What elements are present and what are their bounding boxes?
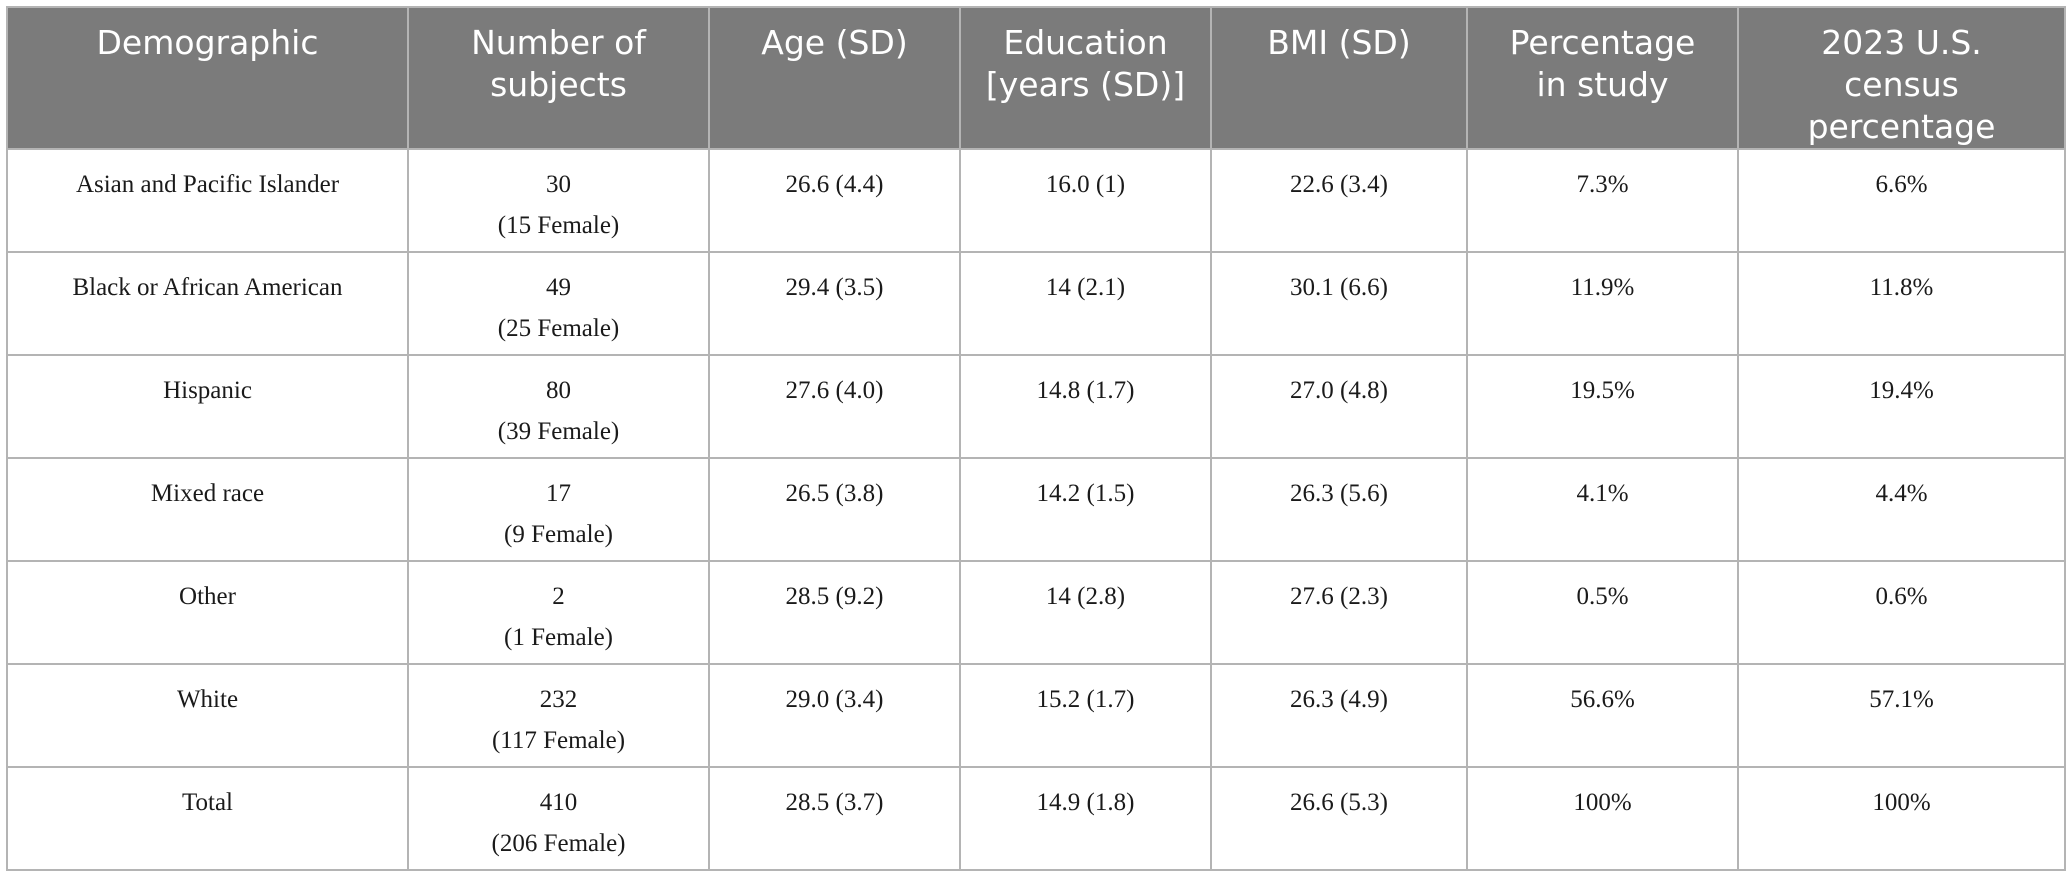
education-cell: 16.0 (1) bbox=[959, 148, 1212, 253]
bmi-cell: 26.6 (5.3) bbox=[1210, 766, 1468, 871]
demographic-cell: Mixed race bbox=[6, 457, 409, 562]
subjects-cell: 232 (117 Female) bbox=[407, 663, 710, 768]
header-row: Demographic Number of subjects Age (SD) Educ… bbox=[6, 6, 2066, 150]
header-text-line: Age (SD) bbox=[761, 23, 908, 62]
header-text-line: subjects bbox=[490, 65, 627, 104]
female-count: (1 Female) bbox=[504, 624, 613, 651]
education-cell: 14.8 (1.7) bbox=[959, 354, 1212, 459]
header-age: Age (SD) bbox=[708, 6, 961, 150]
header-percentage-in-study: Percentage in study bbox=[1466, 6, 1739, 150]
census-percentage-cell: 6.6% bbox=[1737, 148, 2066, 253]
subjects-count: 17 bbox=[546, 480, 571, 507]
header-text-line: Percentage bbox=[1509, 23, 1696, 62]
percentage-in-study-cell: 56.6% bbox=[1466, 663, 1739, 768]
age-cell: 26.6 (4.4) bbox=[708, 148, 961, 253]
female-count: (9 Female) bbox=[504, 521, 613, 548]
percentage-in-study-cell: 19.5% bbox=[1466, 354, 1739, 459]
table-row: Asian and Pacific Islander 30 (15 Female) 2… bbox=[6, 148, 2066, 253]
census-percentage-cell: 19.4% bbox=[1737, 354, 2066, 459]
education-cell: 15.2 (1.7) bbox=[959, 663, 1212, 768]
age-cell: 28.5 (9.2) bbox=[708, 560, 961, 665]
bmi-cell: 22.6 (3.4) bbox=[1210, 148, 1468, 253]
age-cell: 29.4 (3.5) bbox=[708, 251, 961, 356]
subjects-cell: 17 (9 Female) bbox=[407, 457, 710, 562]
census-percentage-cell: 100% bbox=[1737, 766, 2066, 871]
census-percentage-cell: 57.1% bbox=[1737, 663, 2066, 768]
header-number-of-subjects: Number of subjects bbox=[407, 6, 710, 150]
header-text-line: Demographic bbox=[96, 23, 319, 62]
header-text-line: [years (SD)] bbox=[985, 65, 1186, 104]
demographics-table-container: Demographic Number of subjects Age (SD) Educ… bbox=[6, 6, 2066, 871]
bmi-cell: 26.3 (4.9) bbox=[1210, 663, 1468, 768]
subjects-cell: 80 (39 Female) bbox=[407, 354, 710, 459]
subjects-count: 30 bbox=[546, 171, 571, 198]
header-demographic: Demographic bbox=[6, 6, 409, 150]
education-cell: 14.9 (1.8) bbox=[959, 766, 1212, 871]
census-percentage-cell: 0.6% bbox=[1737, 560, 2066, 665]
subjects-count: 410 bbox=[539, 789, 578, 816]
census-percentage-cell: 4.4% bbox=[1737, 457, 2066, 562]
table-body: Asian and Pacific Islander 30 (15 Female) 2… bbox=[6, 148, 2066, 871]
header-text-line: BMI (SD) bbox=[1267, 23, 1411, 62]
header-text-line: percentage bbox=[1807, 107, 1996, 146]
table-header: Demographic Number of subjects Age (SD) Educ… bbox=[6, 6, 2066, 150]
subjects-cell: 30 (15 Female) bbox=[407, 148, 710, 253]
bmi-cell: 27.0 (4.8) bbox=[1210, 354, 1468, 459]
female-count: (117 Female) bbox=[491, 727, 626, 754]
percentage-in-study-cell: 11.9% bbox=[1466, 251, 1739, 356]
table-row: Total 410 (206 Female) 28.5 (3.7) 14.9 (1.8)… bbox=[6, 766, 2066, 871]
demographic-cell: Asian and Pacific Islander bbox=[6, 148, 409, 253]
header-census-percentage: 2023 U.S. census percentage bbox=[1737, 6, 2066, 150]
demographic-cell: Total bbox=[6, 766, 409, 871]
header-education: Education [years (SD)] bbox=[959, 6, 1212, 150]
demographic-cell: Other bbox=[6, 560, 409, 665]
demographic-cell: Hispanic bbox=[6, 354, 409, 459]
table-row: Black or African American 49 (25 Female) 29… bbox=[6, 251, 2066, 356]
header-text-line: census bbox=[1844, 65, 1959, 104]
percentage-in-study-cell: 7.3% bbox=[1466, 148, 1739, 253]
demographic-cell: Black or African American bbox=[6, 251, 409, 356]
bmi-cell: 26.3 (5.6) bbox=[1210, 457, 1468, 562]
subjects-count: 80 bbox=[546, 377, 571, 404]
education-cell: 14 (2.1) bbox=[959, 251, 1212, 356]
female-count: (25 Female) bbox=[497, 315, 620, 342]
header-text-line: Education bbox=[1003, 23, 1168, 62]
table-row: White 232 (117 Female) 29.0 (3.4) 15.2 (1.7)… bbox=[6, 663, 2066, 768]
education-cell: 14 (2.8) bbox=[959, 560, 1212, 665]
table-row: Other 2 (1 Female) 28.5 (9.2) 14 (2.8) 27.6 (… bbox=[6, 560, 2066, 665]
header-text-line: Number of bbox=[471, 23, 646, 62]
age-cell: 26.5 (3.8) bbox=[708, 457, 961, 562]
demographics-table: Demographic Number of subjects Age (SD) Educ… bbox=[6, 6, 2066, 871]
percentage-in-study-cell: 100% bbox=[1466, 766, 1739, 871]
percentage-in-study-cell: 0.5% bbox=[1466, 560, 1739, 665]
education-cell: 14.2 (1.5) bbox=[959, 457, 1212, 562]
census-percentage-cell: 11.8% bbox=[1737, 251, 2066, 356]
bmi-cell: 27.6 (2.3) bbox=[1210, 560, 1468, 665]
header-text-line: 2023 U.S. bbox=[1821, 23, 1982, 62]
age-cell: 29.0 (3.4) bbox=[708, 663, 961, 768]
age-cell: 27.6 (4.0) bbox=[708, 354, 961, 459]
subjects-count: 49 bbox=[546, 274, 571, 301]
subjects-cell: 2 (1 Female) bbox=[407, 560, 710, 665]
female-count: (39 Female) bbox=[497, 418, 620, 445]
bmi-cell: 30.1 (6.6) bbox=[1210, 251, 1468, 356]
subjects-cell: 410 (206 Female) bbox=[407, 766, 710, 871]
percentage-in-study-cell: 4.1% bbox=[1466, 457, 1739, 562]
subjects-count: 232 bbox=[539, 686, 578, 713]
age-cell: 28.5 (3.7) bbox=[708, 766, 961, 871]
subjects-cell: 49 (25 Female) bbox=[407, 251, 710, 356]
demographic-cell: White bbox=[6, 663, 409, 768]
subjects-count: 2 bbox=[552, 583, 565, 610]
female-count: (206 Female) bbox=[491, 830, 626, 857]
header-text-line: in study bbox=[1536, 65, 1669, 104]
table-row: Mixed race 17 (9 Female) 26.5 (3.8) 14.2 (1.… bbox=[6, 457, 2066, 562]
female-count: (15 Female) bbox=[497, 212, 620, 239]
header-bmi: BMI (SD) bbox=[1210, 6, 1468, 150]
table-row: Hispanic 80 (39 Female) 27.6 (4.0) 14.8 (1.7… bbox=[6, 354, 2066, 459]
